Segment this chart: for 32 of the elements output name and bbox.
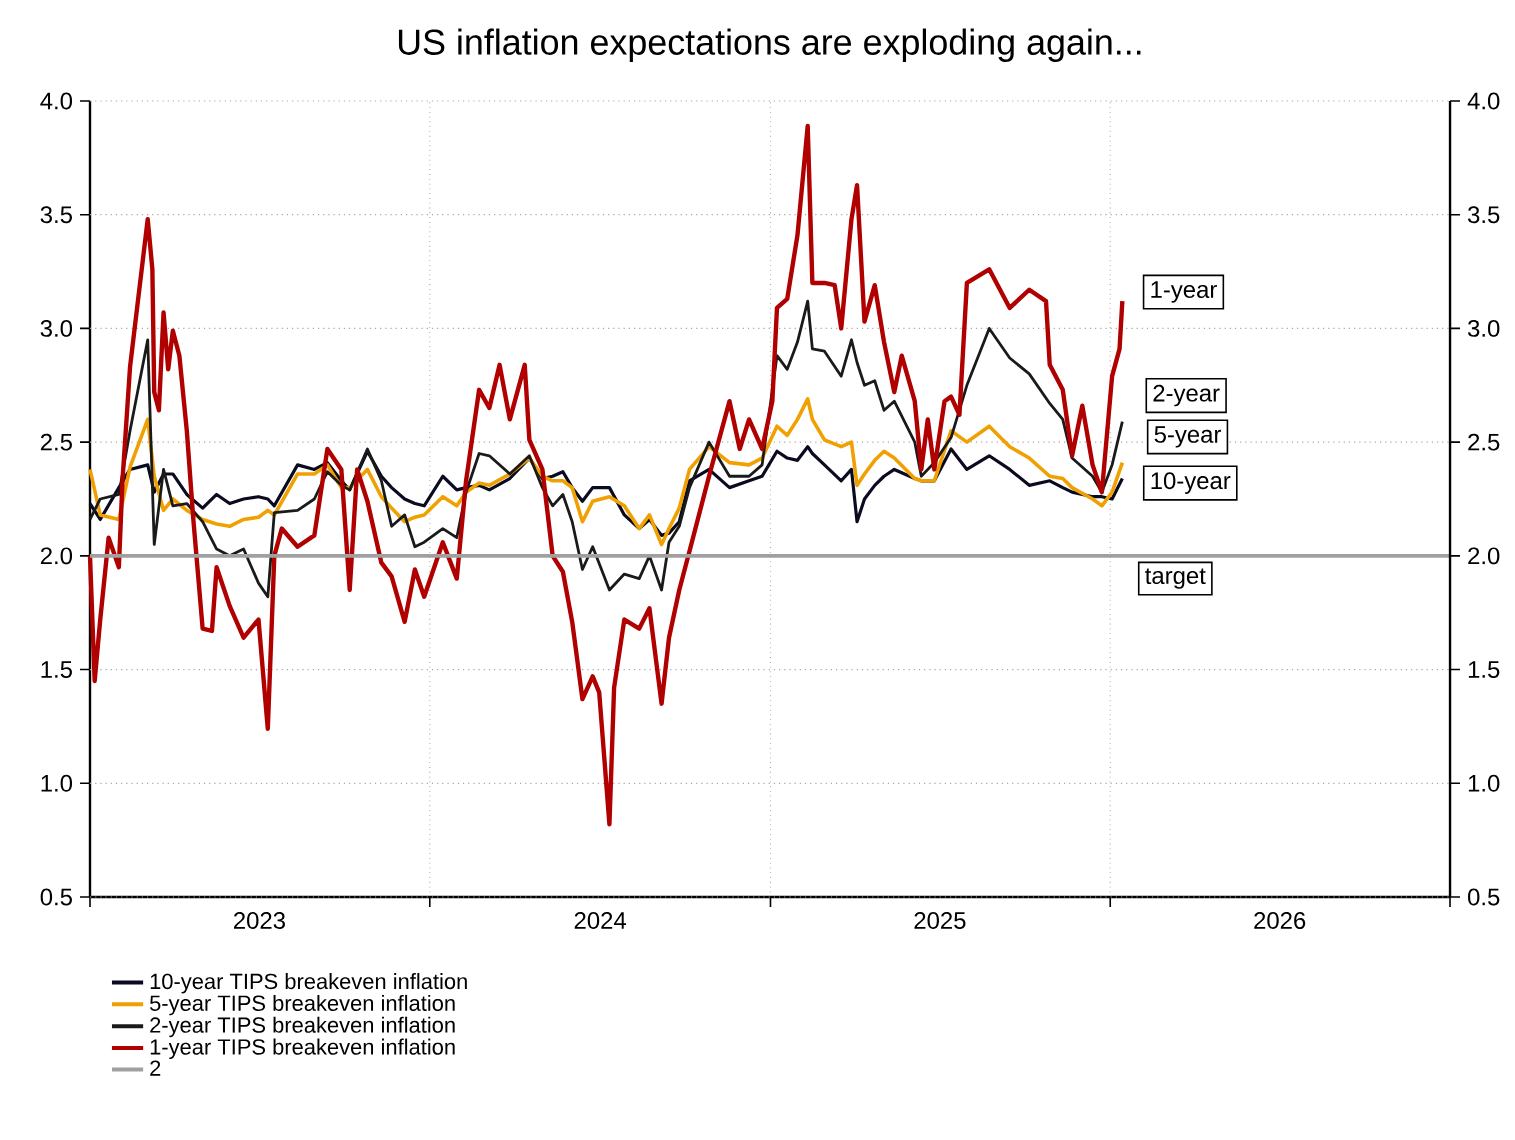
y-tick-label: 3.5 <box>40 206 72 224</box>
y-tick-label: 2.5 <box>40 433 72 451</box>
annotation: 1-year <box>1151 281 1217 303</box>
x-tick-label: 2023 <box>234 912 285 929</box>
y-tick-label: 1.0 <box>41 774 73 792</box>
y2-tick-label: 0.5 <box>1468 888 1500 906</box>
y2-tick-label: 2.5 <box>1468 433 1500 451</box>
y2-tick-label: 1.5 <box>1468 661 1500 678</box>
annotation: target <box>1145 568 1206 589</box>
annotation: 5-year <box>1154 426 1222 448</box>
y2-tick-label: 1.0 <box>1468 774 1500 792</box>
annotation: 10-year <box>1151 472 1231 494</box>
chart-title: US inflation expectations are exploding again... <box>398 28 1141 62</box>
y-tick-label: 1.5 <box>41 661 72 678</box>
y2-tick-label: 2.0 <box>1468 547 1500 565</box>
y2-tick-label: 4.0 <box>1467 92 1500 110</box>
legend-label: 2-year TIPS breakeven inflation <box>150 1016 455 1038</box>
legend-label: 10-year TIPS breakeven inflation <box>150 973 467 994</box>
y2-tick-label: 3.5 <box>1467 206 1500 224</box>
y-tick-label: 0.5 <box>40 888 72 906</box>
x-tick-label: 2024 <box>574 912 626 929</box>
annotation: 2-year <box>1153 384 1220 407</box>
legend-label: 5-year TIPS breakeven inflation <box>149 994 455 1016</box>
y-tick-label: 2.0 <box>40 547 73 565</box>
y2-tick-label: 3.0 <box>1467 319 1500 337</box>
y-tick-label: 4.0 <box>40 92 73 110</box>
line-series <box>87 123 1125 827</box>
legend-label: 1-year TIPS breakeven inflation <box>150 1038 455 1059</box>
legend-label: 2 <box>150 1060 161 1076</box>
x-tick-label: 2026 <box>1254 912 1306 929</box>
x-tick-label: 2025 <box>914 912 966 929</box>
y-tick-label: 3.0 <box>40 319 73 337</box>
